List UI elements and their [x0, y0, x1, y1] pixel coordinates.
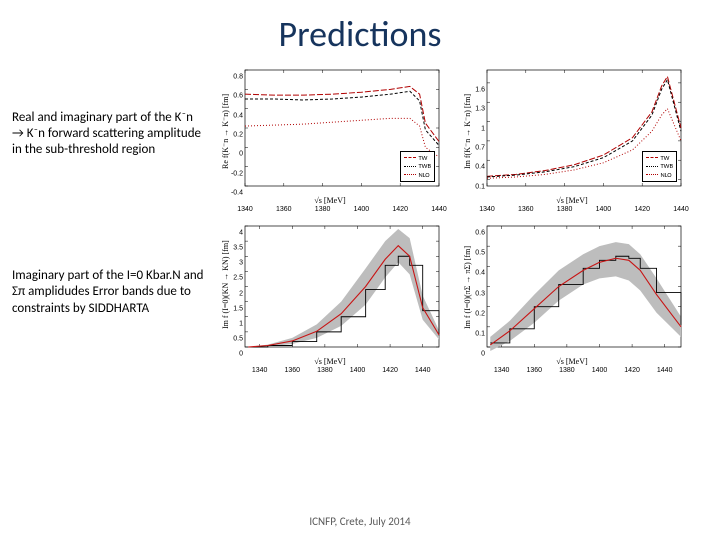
- chart-re-f-kn: 134013601380140014201440-0.4-0.200.20.40…: [215, 64, 445, 204]
- chart-im-f-kbarN: 13401360138014001420144000.511.522.533.5…: [215, 220, 445, 365]
- row-2: Imaginary part of the I=0 Kbar.N and Σπ …: [0, 212, 720, 373]
- chart-im-f-kn: 1340136013801400142014400.10.40.711.31.6…: [457, 64, 687, 204]
- row2-description: Imaginary part of the I=0 Kbar.N and Σπ …: [12, 268, 215, 317]
- row-1: Real and imaginary part of the K⁻n → K⁻n…: [0, 56, 720, 212]
- row1-description: Real and imaginary part of the K⁻n → K⁻n…: [12, 110, 215, 159]
- chart-im-f-sigmapi: 13401360138014001420144000.10.20.30.40.5…: [457, 220, 687, 365]
- slide-title: Predictions: [0, 0, 720, 56]
- footer-text: ICNFP, Crete, July 2014: [0, 515, 720, 528]
